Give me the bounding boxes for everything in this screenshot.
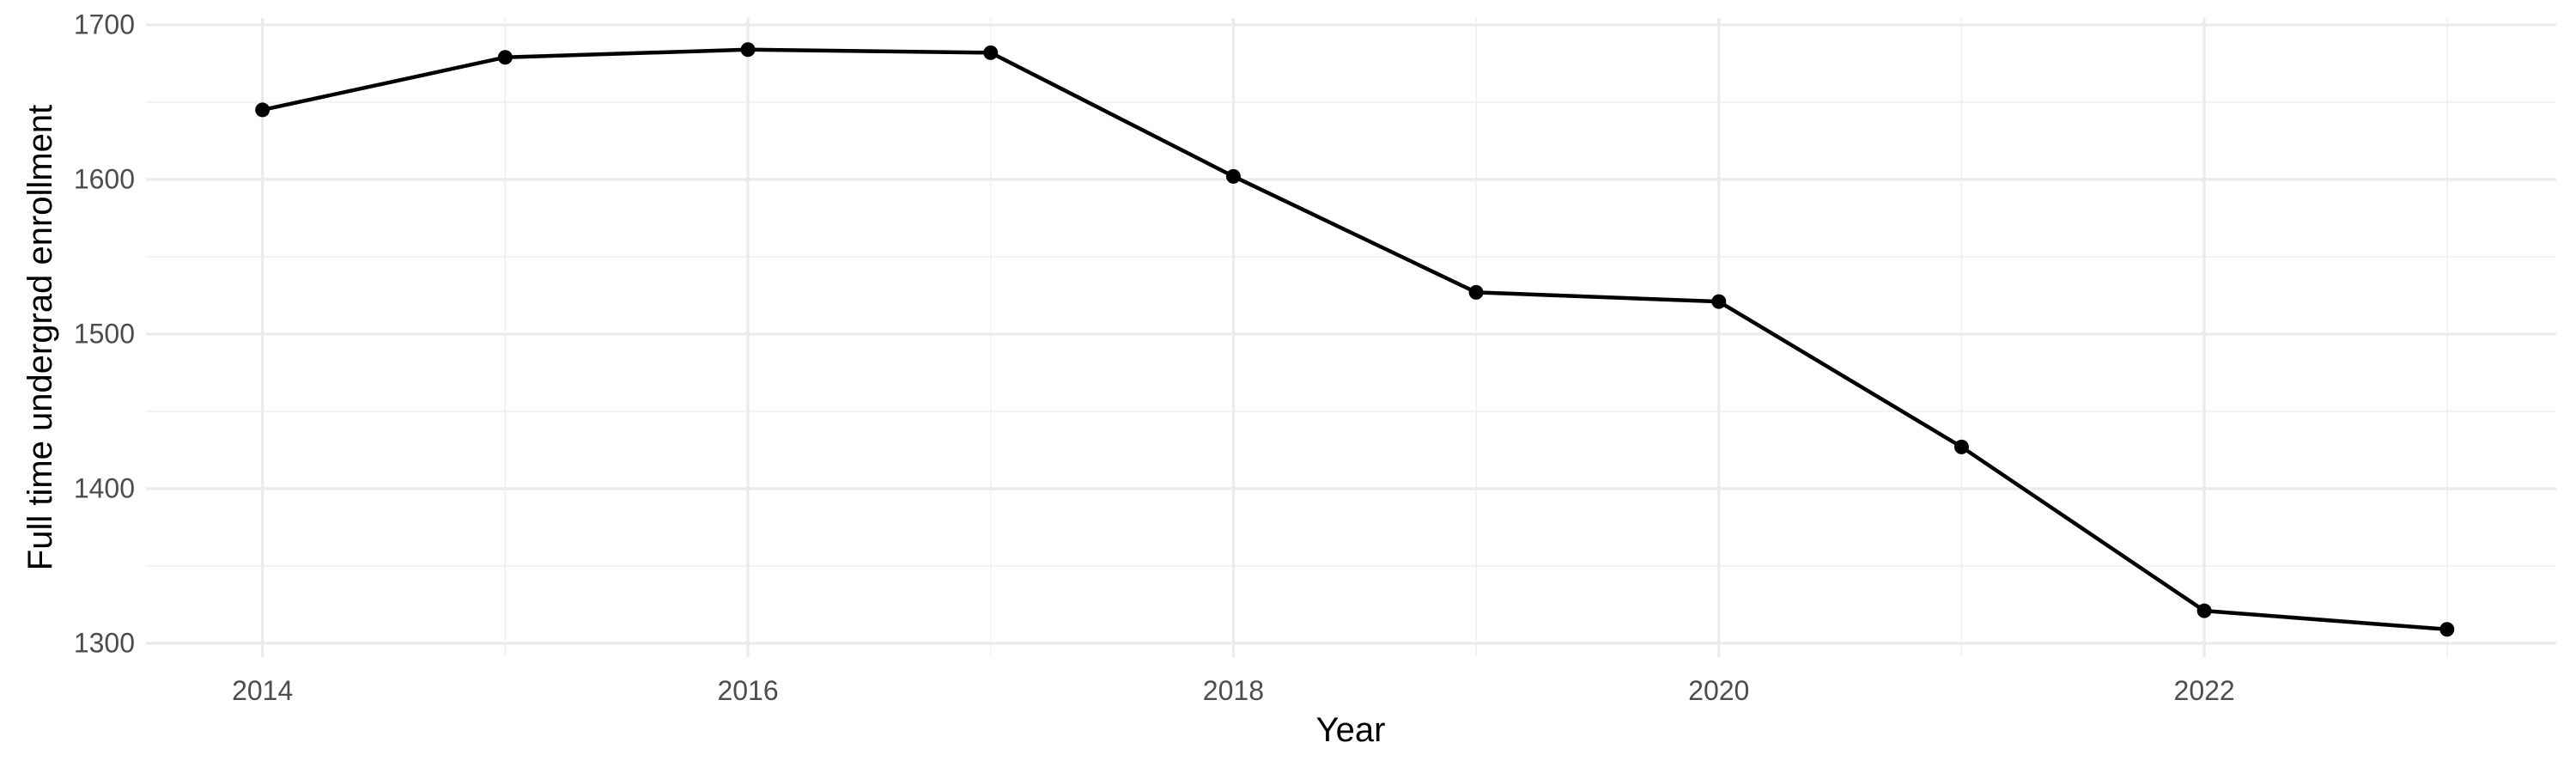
x-axis-tick-label: 2018 bbox=[1203, 675, 1264, 706]
data-point bbox=[255, 102, 270, 118]
data-point bbox=[497, 50, 513, 65]
y-axis-tick-label: 1400 bbox=[74, 473, 135, 504]
x-axis-tick-label: 2022 bbox=[2174, 675, 2235, 706]
y-axis-title: Full time undergrad enrollment bbox=[21, 105, 59, 570]
x-axis-tick-label: 2020 bbox=[1688, 675, 1749, 706]
y-axis-tick-label: 1700 bbox=[74, 9, 135, 40]
data-point bbox=[1225, 168, 1241, 184]
data-point bbox=[1468, 284, 1484, 300]
data-series bbox=[255, 42, 2455, 637]
data-point bbox=[2196, 603, 2212, 618]
enrollment-line bbox=[260, 47, 2450, 632]
data-point bbox=[740, 42, 756, 58]
data-point bbox=[983, 45, 999, 60]
data-point bbox=[1953, 439, 1969, 454]
x-axis-tick-label: 2016 bbox=[717, 675, 778, 706]
x-axis-tick-label: 2014 bbox=[232, 675, 293, 706]
y-axis-tick-label: 1300 bbox=[74, 628, 135, 659]
x-axis-title: Year bbox=[1316, 711, 1386, 749]
data-point bbox=[2439, 622, 2455, 637]
gridlines-major bbox=[146, 18, 2556, 657]
y-axis-tick-label: 1600 bbox=[74, 163, 135, 194]
gridlines-minor bbox=[146, 18, 2556, 657]
y-axis-tick-label: 1500 bbox=[74, 319, 135, 350]
tick-labels: 1300 1400 1500 1600 1700 2014 2016 2018 2020 2022 bbox=[74, 9, 2235, 706]
data-point bbox=[1711, 294, 1727, 309]
